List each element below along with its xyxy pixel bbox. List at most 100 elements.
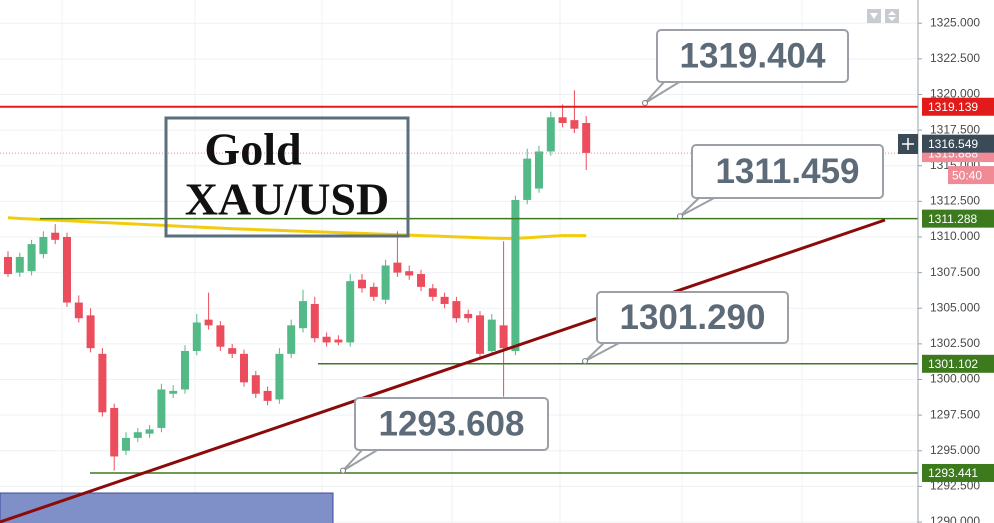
chart-title: Gold	[204, 124, 302, 175]
level-label-box	[922, 134, 994, 153]
chart-subtitle: XAU/USD	[185, 174, 389, 225]
candle-body	[74, 302, 83, 319]
candle-body	[487, 319, 496, 351]
trend-line	[0, 218, 886, 523]
candle-body	[464, 313, 473, 319]
candle-body	[511, 199, 520, 351]
level-label: 1301.102	[928, 357, 978, 371]
price-axis	[918, 0, 994, 523]
candle-body	[299, 301, 307, 329]
y-tick-label: 1325.000	[930, 15, 980, 29]
callouts: 1319.404 1311.459 1301.290 1293.608	[340, 29, 884, 474]
candle-body	[535, 151, 543, 189]
candle-body	[452, 301, 461, 319]
callout-box	[354, 397, 549, 451]
y-tick-label: 1292.500	[930, 479, 980, 493]
timer: 50:40	[952, 168, 982, 182]
scroll-icon[interactable]	[885, 9, 899, 23]
candle-body	[582, 122, 591, 153]
candle-body	[27, 244, 36, 272]
candle-body	[358, 279, 366, 289]
candle-body	[216, 325, 225, 347]
candle-body	[476, 315, 484, 354]
candle-body	[263, 390, 272, 401]
candle-body	[546, 117, 555, 152]
level-label-box	[922, 354, 994, 373]
callout-pointer	[584, 341, 622, 362]
y-tick-label: 1312.500	[930, 194, 980, 208]
candle-body	[417, 274, 425, 287]
callout-anchor	[642, 99, 648, 106]
callout-box	[691, 144, 884, 199]
level-label-box	[922, 97, 994, 116]
icon-arrow	[870, 13, 878, 19]
y-tick-label: 1295.000	[930, 443, 980, 457]
callout-pointer	[679, 196, 717, 218]
y-tick-label: 1317.500	[930, 122, 980, 136]
moving-average	[7, 216, 587, 240]
y-tick-label: 1320.000	[930, 87, 980, 101]
callout-anchor	[582, 358, 588, 365]
candle-body	[287, 325, 296, 354]
y-tick-label: 1305.000	[930, 300, 980, 314]
y-tick-label: 1302.500	[930, 336, 980, 350]
candle-body	[204, 319, 213, 326]
callout-label: 1311.459	[715, 152, 859, 191]
candle-body	[369, 286, 378, 297]
y-tick-label: 1290.000	[930, 514, 980, 523]
candle-body	[428, 288, 437, 297]
candle-body	[405, 271, 414, 276]
range-box	[0, 492, 334, 523]
y-tick-label: 1322.500	[930, 51, 980, 65]
timer-box	[948, 166, 994, 185]
candle-body	[39, 236, 48, 255]
candle-body	[157, 389, 166, 428]
candle-body	[181, 350, 189, 390]
candle-body	[4, 256, 12, 275]
candle-body	[133, 432, 142, 438]
callout-anchor	[340, 467, 346, 474]
callout-box	[596, 291, 789, 344]
candle-body	[98, 353, 107, 413]
callout-label: 1293.608	[379, 404, 525, 443]
y-tick-label: 1300.000	[930, 372, 980, 386]
candle-body	[523, 158, 532, 200]
level-label-box	[922, 463, 994, 482]
candle-body	[169, 390, 178, 394]
plot	[0, 90, 918, 474]
candle-body	[110, 407, 119, 457]
candle-body	[334, 339, 343, 343]
callout-pointer	[644, 80, 682, 104]
callout-label: 1301.290	[620, 298, 766, 337]
callout-pointer	[342, 448, 380, 472]
candle-body	[440, 296, 449, 304]
candle-body	[145, 429, 154, 434]
callout-anchor	[677, 213, 683, 220]
level-label-box	[922, 209, 994, 228]
candle-body	[15, 256, 24, 273]
candle-body	[192, 322, 201, 351]
candle-body	[570, 120, 579, 129]
level-label: 1311.288	[928, 212, 977, 226]
title-box	[164, 116, 410, 238]
level-label: 1316.549	[928, 137, 978, 151]
candle-body	[228, 348, 237, 354]
candle-body	[63, 236, 71, 303]
candle-body	[51, 232, 60, 240]
plus-icon	[902, 138, 914, 150]
icon-arrow	[888, 11, 896, 21]
callout-label: 1319.404	[680, 36, 827, 75]
y-tick-label: 1310.000	[930, 229, 980, 243]
candle-body	[86, 315, 95, 349]
callout-box	[656, 29, 849, 83]
candle-body	[346, 281, 355, 343]
candle-body	[322, 336, 331, 343]
candle-body	[122, 437, 130, 451]
axis: 1290.000 1292.500 1295.000 1297.500 1300.000…	[918, 15, 994, 523]
candle-body	[275, 353, 284, 400]
candle-body	[558, 117, 567, 123]
level-label: 1293.441	[928, 466, 978, 480]
candle-body	[240, 353, 248, 383]
candle-body	[251, 375, 260, 394]
